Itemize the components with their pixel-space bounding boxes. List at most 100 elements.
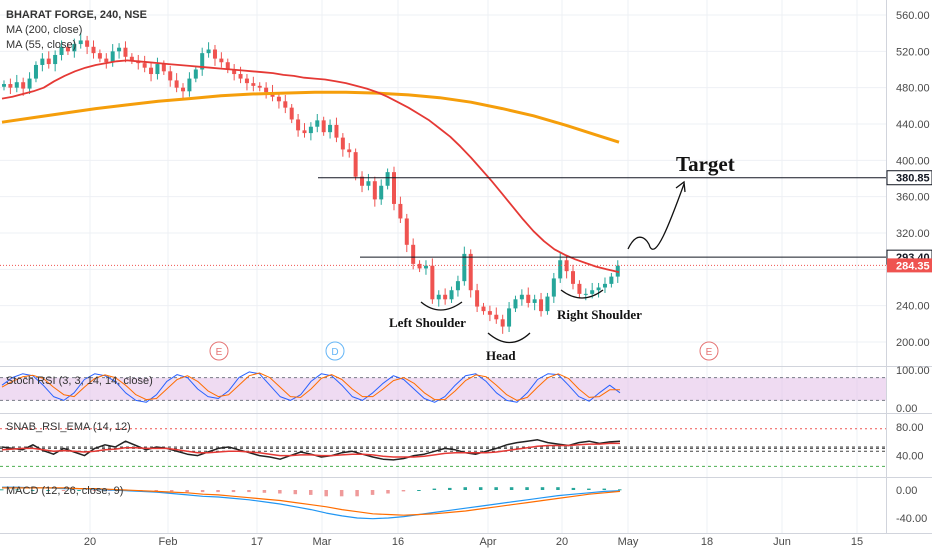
chart-title: BHARAT FORGE, 240, NSE bbox=[6, 9, 147, 21]
candle-body bbox=[117, 47, 122, 52]
candle-body bbox=[91, 46, 96, 54]
macd-hist-bar bbox=[463, 487, 467, 490]
candle-body bbox=[181, 87, 186, 92]
candle-body bbox=[539, 299, 544, 312]
price-tag-label: 284.35 bbox=[896, 260, 930, 272]
macd-hist-bar bbox=[494, 487, 498, 490]
candle-body bbox=[85, 40, 90, 47]
x-tick-label: 20 bbox=[84, 536, 96, 548]
macd-hist-bar bbox=[401, 490, 406, 492]
right-shoulder-arc bbox=[560, 289, 604, 299]
y-tick-label: 240.00 bbox=[896, 301, 930, 313]
candle-body bbox=[391, 172, 396, 204]
macd-hist-bar bbox=[324, 490, 328, 497]
candle-body bbox=[238, 74, 243, 79]
candle-body bbox=[110, 51, 115, 63]
candle-body bbox=[276, 96, 281, 102]
candle-body bbox=[455, 281, 460, 291]
candle-body bbox=[27, 78, 32, 89]
candle-body bbox=[155, 64, 160, 75]
macd-hist-bar bbox=[200, 490, 205, 493]
stoch-y-label: 100.00 bbox=[896, 365, 930, 377]
candle-body bbox=[500, 319, 505, 327]
stoch-rsi-title: Stoch RSI (3, 3, 14, 14, close) bbox=[6, 375, 153, 387]
stoch-y-label: 0.00 bbox=[896, 403, 917, 415]
candle-body bbox=[14, 82, 19, 88]
macd-hist-bar bbox=[355, 490, 359, 497]
macd-hist-bar bbox=[370, 490, 375, 495]
macd-hist-bar bbox=[92, 490, 97, 491]
candle-body bbox=[507, 308, 512, 327]
macd-panel[interactable] bbox=[0, 486, 622, 520]
macd-line bbox=[2, 486, 621, 520]
candle-body bbox=[417, 263, 422, 269]
candle-body bbox=[72, 44, 77, 52]
candle-body bbox=[385, 172, 390, 186]
snab-rsi-title: SNAB_RSI_EMA (14, 12) bbox=[6, 421, 131, 433]
macd-hist-bar bbox=[30, 490, 35, 491]
candle-body bbox=[33, 64, 38, 79]
macd-y-label: -40.00 bbox=[896, 513, 927, 525]
candle-body bbox=[308, 126, 313, 134]
candle-body bbox=[596, 287, 601, 291]
candle-body bbox=[494, 314, 499, 320]
candle-body bbox=[161, 64, 166, 72]
candle-body bbox=[206, 49, 211, 54]
event-marker-circle bbox=[699, 341, 719, 361]
candle-body bbox=[142, 63, 147, 68]
candle-body bbox=[289, 107, 294, 120]
x-tick-label: 18 bbox=[701, 536, 713, 548]
macd-hist-bar bbox=[61, 490, 66, 491]
event-marker-circle bbox=[325, 341, 345, 361]
rsi-line bbox=[1, 439, 621, 461]
candle-body bbox=[366, 181, 371, 186]
candle-body bbox=[123, 47, 128, 57]
macd-hist-bar bbox=[278, 490, 282, 494]
candle-body bbox=[340, 137, 345, 150]
candle-body bbox=[334, 124, 339, 138]
candle-body bbox=[212, 49, 217, 59]
candle-body bbox=[187, 78, 192, 92]
candle-body bbox=[347, 149, 352, 153]
grid-lines bbox=[0, 0, 886, 533]
ma200-line bbox=[1, 90, 620, 144]
candle-body bbox=[264, 87, 269, 93]
macd-hist-bar bbox=[417, 490, 421, 491]
text-labels: BHARAT FORGE, 240, NSE MA (200, close) M… bbox=[6, 9, 735, 497]
stoch-band-fill bbox=[0, 377, 886, 401]
candle-body bbox=[379, 185, 384, 200]
macd-hist-bar bbox=[46, 490, 50, 491]
candle-body bbox=[449, 290, 454, 300]
target-label: Target bbox=[676, 152, 735, 176]
head-arc bbox=[487, 332, 531, 344]
candle-body bbox=[487, 311, 492, 315]
x-tick-label: Mar bbox=[313, 536, 332, 548]
snab-rsi-panel[interactable] bbox=[0, 428, 886, 467]
right-shoulder-label: Right Shoulder bbox=[557, 307, 642, 322]
macd-hist-bar bbox=[618, 489, 622, 491]
stoch-rsi-panel[interactable] bbox=[0, 371, 886, 403]
candle-body bbox=[462, 253, 467, 282]
macd-hist-bar bbox=[386, 490, 390, 494]
candle-body bbox=[423, 265, 428, 269]
macd-hist-bar bbox=[262, 490, 267, 493]
candle-body bbox=[602, 283, 607, 288]
event-marker-label: D bbox=[331, 347, 338, 358]
candle-body bbox=[46, 58, 51, 65]
candle-body bbox=[558, 260, 563, 279]
candle-body bbox=[8, 84, 13, 88]
macd-hist-bar bbox=[154, 490, 158, 491]
candle-body bbox=[328, 124, 333, 133]
y-tick-label: 360.00 bbox=[896, 192, 930, 204]
macd-hist-bar bbox=[231, 490, 236, 493]
candle-body bbox=[302, 130, 307, 134]
price-tag bbox=[886, 170, 932, 186]
candle-body bbox=[475, 290, 480, 307]
candle-body bbox=[283, 101, 288, 108]
candle-body bbox=[353, 152, 358, 177]
macd-hist-bar bbox=[77, 490, 81, 491]
candle-body bbox=[411, 244, 416, 264]
candle-body bbox=[53, 54, 58, 65]
